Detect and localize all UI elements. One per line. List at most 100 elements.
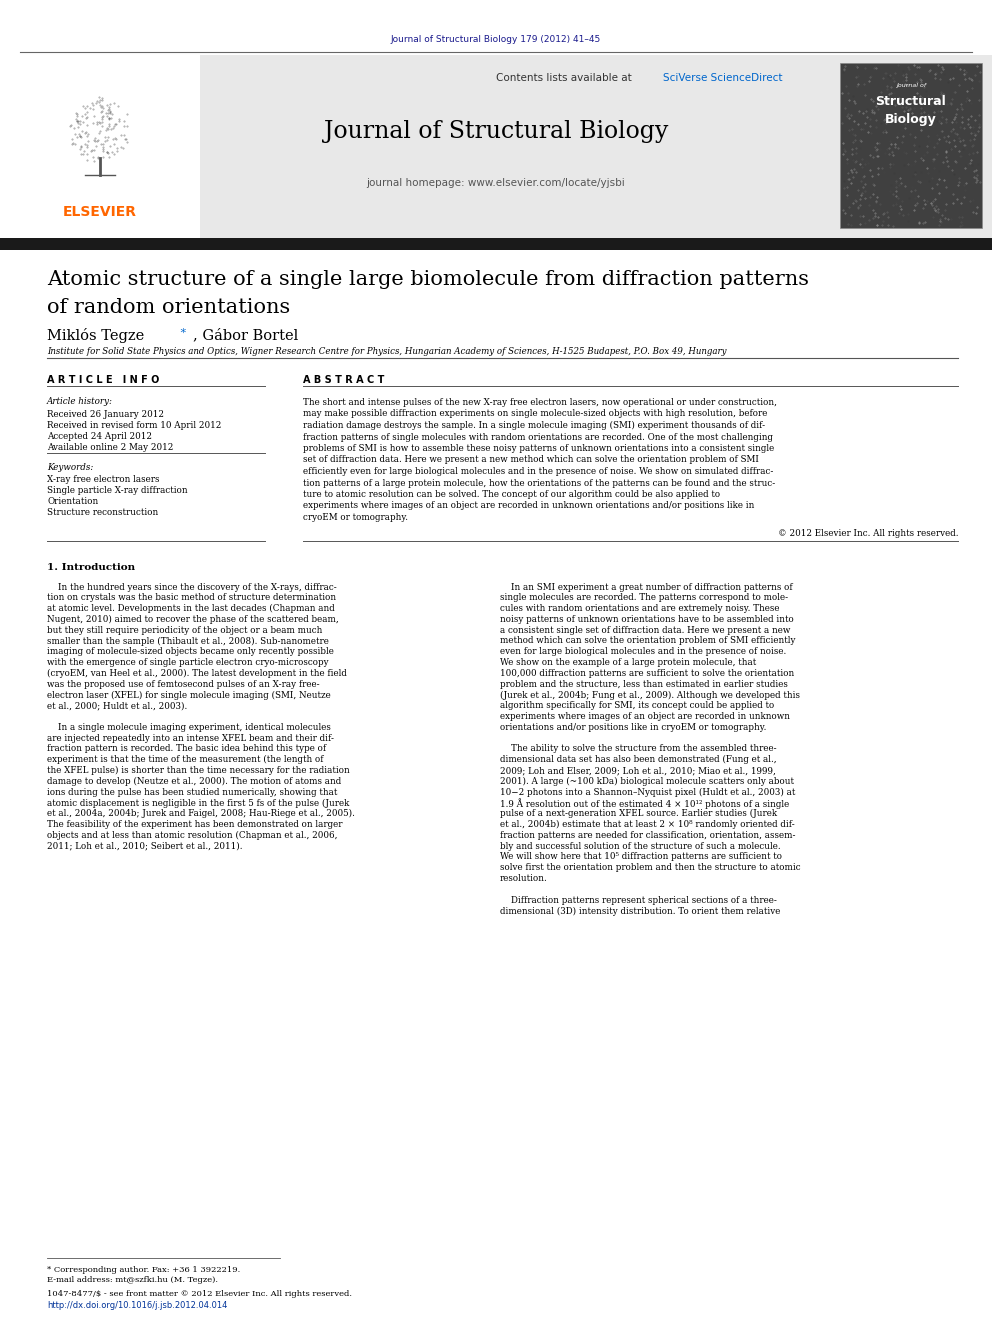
Text: efficiently even for large biological molecules and in the presence of noise. We: efficiently even for large biological mo… — [303, 467, 774, 476]
Text: A B S T R A C T: A B S T R A C T — [303, 374, 384, 385]
Text: (cryoEM, van Heel et al., 2000). The latest development in the field: (cryoEM, van Heel et al., 2000). The lat… — [47, 669, 347, 677]
Text: The feasibility of the experiment has been demonstrated on larger: The feasibility of the experiment has be… — [47, 820, 342, 830]
Text: 1047-8477/$ - see front matter © 2012 Elsevier Inc. All rights reserved.: 1047-8477/$ - see front matter © 2012 El… — [47, 1290, 352, 1298]
Text: cryoEM or tomography.: cryoEM or tomography. — [303, 513, 408, 523]
Text: et al., 2004a, 2004b; Jurek and Faigel, 2008; Hau-Riege et al., 2005).: et al., 2004a, 2004b; Jurek and Faigel, … — [47, 810, 355, 819]
Text: fraction patterns are needed for classification, orientation, assem-: fraction patterns are needed for classif… — [500, 831, 796, 840]
Text: We will show here that 10⁵ diffraction patterns are sufficient to: We will show here that 10⁵ diffraction p… — [500, 852, 782, 861]
Text: experiment is that the time of the measurement (the length of: experiment is that the time of the measu… — [47, 755, 323, 765]
Text: In an SMI experiment a great number of diffraction patterns of: In an SMI experiment a great number of d… — [500, 582, 793, 591]
Text: pulse of a next-generation XFEL source. Earlier studies (Jurek: pulse of a next-generation XFEL source. … — [500, 810, 777, 819]
Text: tion patterns of a large protein molecule, how the orientations of the patterns : tion patterns of a large protein molecul… — [303, 479, 776, 487]
Text: damage to develop (Neutze et al., 2000). The motion of atoms and: damage to develop (Neutze et al., 2000).… — [47, 777, 341, 786]
Text: et al., 2004b) estimate that at least 2 × 10⁸ randomly oriented dif-: et al., 2004b) estimate that at least 2 … — [500, 820, 795, 830]
Text: the XFEL pulse) is shorter than the time necessary for the radiation: the XFEL pulse) is shorter than the time… — [47, 766, 350, 775]
Text: Keywords:: Keywords: — [47, 463, 93, 472]
Text: Biology: Biology — [885, 112, 936, 126]
Text: radiation damage destroys the sample. In a single molecule imaging (SMI) experim: radiation damage destroys the sample. In… — [303, 421, 765, 430]
Text: 2001). A large (~100 kDa) biological molecule scatters only about: 2001). A large (~100 kDa) biological mol… — [500, 777, 794, 786]
Text: Article history:: Article history: — [47, 397, 113, 406]
Text: Available online 2 May 2012: Available online 2 May 2012 — [47, 443, 174, 452]
Text: A R T I C L E   I N F O: A R T I C L E I N F O — [47, 374, 160, 385]
Text: problems of SMI is how to assemble these noisy patterns of unknown orientations : problems of SMI is how to assemble these… — [303, 445, 774, 452]
Text: a consistent single set of diffraction data. Here we present a new: a consistent single set of diffraction d… — [500, 626, 791, 635]
Text: at atomic level. Developments in the last decades (Chapman and: at atomic level. Developments in the las… — [47, 605, 334, 614]
Text: of random orientations: of random orientations — [47, 298, 291, 318]
Text: SciVerse ScienceDirect: SciVerse ScienceDirect — [663, 73, 783, 83]
Text: Structure reconstruction: Structure reconstruction — [47, 508, 159, 517]
Text: , Gábor Bortel: , Gábor Bortel — [193, 328, 299, 343]
Text: Received in revised form 10 April 2012: Received in revised form 10 April 2012 — [47, 421, 221, 430]
Text: ture to atomic resolution can be solved. The concept of our algorithm could be a: ture to atomic resolution can be solved.… — [303, 490, 720, 499]
Text: fraction patterns of single molecules with random orientations are recorded. One: fraction patterns of single molecules wi… — [303, 433, 773, 442]
Text: Diffraction patterns represent spherical sections of a three-: Diffraction patterns represent spherical… — [500, 896, 777, 905]
Text: with the emergence of single particle electron cryo-microscopy: with the emergence of single particle el… — [47, 658, 328, 667]
Bar — [0, 238, 992, 250]
Text: even for large biological molecules and in the presence of noise.: even for large biological molecules and … — [500, 647, 787, 656]
Text: Orientation: Orientation — [47, 497, 98, 505]
Text: Nugent, 2010) aimed to recover the phase of the scattered beam,: Nugent, 2010) aimed to recover the phase… — [47, 615, 338, 624]
Bar — [840, 64, 982, 228]
Text: 1.9 Å resolution out of the estimated 4 × 10¹² photons of a single: 1.9 Å resolution out of the estimated 4 … — [500, 799, 790, 810]
Text: bly and successful solution of the structure of such a molecule.: bly and successful solution of the struc… — [500, 841, 781, 851]
Text: algorithm specifically for SMI, its concept could be applied to: algorithm specifically for SMI, its conc… — [500, 701, 774, 710]
Text: Journal of Structural Biology: Journal of Structural Biology — [323, 120, 669, 143]
Bar — [0, 56, 992, 239]
Text: http://dx.doi.org/10.1016/j.jsb.2012.04.014: http://dx.doi.org/10.1016/j.jsb.2012.04.… — [47, 1301, 227, 1310]
Text: smaller than the sample (Thibault et al., 2008). Sub-nanometre: smaller than the sample (Thibault et al.… — [47, 636, 329, 646]
Text: experiments where images of an object are recorded in unknown orientations and/o: experiments where images of an object ar… — [303, 501, 754, 511]
Text: fraction pattern is recorded. The basic idea behind this type of: fraction pattern is recorded. The basic … — [47, 745, 326, 754]
Bar — [0, 56, 200, 239]
Text: 1. Introduction: 1. Introduction — [47, 562, 135, 572]
Text: was the proposed use of femtosecond pulses of an X-ray free-: was the proposed use of femtosecond puls… — [47, 680, 319, 689]
Text: Miklós Tegze: Miklós Tegze — [47, 328, 144, 343]
Text: imaging of molecule-sized objects became only recently possible: imaging of molecule-sized objects became… — [47, 647, 334, 656]
Text: et al., 2000; Huldt et al., 2003).: et al., 2000; Huldt et al., 2003). — [47, 701, 187, 710]
Text: *: * — [177, 328, 186, 337]
Text: Structural: Structural — [876, 95, 946, 108]
Text: ELSEVIER: ELSEVIER — [63, 205, 137, 220]
Text: ions during the pulse has been studied numerically, showing that: ions during the pulse has been studied n… — [47, 787, 337, 796]
Text: orientations and/or positions like in cryoEM or tomography.: orientations and/or positions like in cr… — [500, 722, 767, 732]
Text: set of diffraction data. Here we present a new method which can solve the orient: set of diffraction data. Here we present… — [303, 455, 759, 464]
Text: Accepted 24 April 2012: Accepted 24 April 2012 — [47, 433, 152, 441]
Text: tion on crystals was the basic method of structure determination: tion on crystals was the basic method of… — [47, 593, 336, 602]
Text: (Jurek et al., 2004b; Fung et al., 2009). Although we developed this: (Jurek et al., 2004b; Fung et al., 2009)… — [500, 691, 800, 700]
Text: 2009; Loh and Elser, 2009; Loh et al., 2010; Miao et al., 1999,: 2009; Loh and Elser, 2009; Loh et al., 2… — [500, 766, 776, 775]
Text: may make possible diffraction experiments on single molecule-sized objects with : may make possible diffraction experiment… — [303, 410, 768, 418]
Text: Contents lists available at: Contents lists available at — [496, 73, 635, 83]
Text: but they still require periodicity of the object or a beam much: but they still require periodicity of th… — [47, 626, 322, 635]
Text: Received 26 January 2012: Received 26 January 2012 — [47, 410, 164, 419]
Text: objects and at less than atomic resolution (Chapman et al., 2006,: objects and at less than atomic resoluti… — [47, 831, 337, 840]
Text: Single particle X-ray diffraction: Single particle X-ray diffraction — [47, 486, 187, 495]
Text: In the hundred years since the discovery of the X-rays, diffrac-: In the hundred years since the discovery… — [47, 582, 336, 591]
Text: The short and intense pulses of the new X-ray free electron lasers, now operatio: The short and intense pulses of the new … — [303, 398, 777, 407]
Text: In a single molecule imaging experiment, identical molecules: In a single molecule imaging experiment,… — [47, 722, 331, 732]
Text: single molecules are recorded. The patterns correspond to mole-: single molecules are recorded. The patte… — [500, 593, 788, 602]
Text: The ability to solve the structure from the assembled three-: The ability to solve the structure from … — [500, 745, 777, 754]
Text: dimensional (3D) intensity distribution. To orient them relative: dimensional (3D) intensity distribution.… — [500, 906, 781, 916]
Text: dimensional data set has also been demonstrated (Fung et al.,: dimensional data set has also been demon… — [500, 755, 777, 765]
Text: * Corresponding author. Fax: +36 1 3922219.: * Corresponding author. Fax: +36 1 39222… — [47, 1266, 240, 1274]
Text: method which can solve the orientation problem of SMI efficiently: method which can solve the orientation p… — [500, 636, 796, 646]
Text: Institute for Solid State Physics and Optics, Wigner Research Centre for Physics: Institute for Solid State Physics and Op… — [47, 347, 726, 356]
Text: solve first the orientation problem and then the structure to atomic: solve first the orientation problem and … — [500, 864, 801, 872]
Text: atomic displacement is negligible in the first 5 fs of the pulse (Jurek: atomic displacement is negligible in the… — [47, 799, 349, 807]
Text: electron laser (XFEL) for single molecule imaging (SMI, Neutze: electron laser (XFEL) for single molecul… — [47, 691, 330, 700]
Text: Journal of: Journal of — [896, 83, 927, 89]
Text: cules with random orientations and are extremely noisy. These: cules with random orientations and are e… — [500, 605, 780, 613]
Text: problem and the structure, less than estimated in earlier studies: problem and the structure, less than est… — [500, 680, 788, 689]
Text: 100,000 diffraction patterns are sufficient to solve the orientation: 100,000 diffraction patterns are suffici… — [500, 669, 795, 677]
Text: noisy patterns of unknown orientations have to be assembled into: noisy patterns of unknown orientations h… — [500, 615, 794, 624]
Text: resolution.: resolution. — [500, 875, 548, 882]
Text: experiments where images of an object are recorded in unknown: experiments where images of an object ar… — [500, 712, 790, 721]
Text: X-ray free electron lasers: X-ray free electron lasers — [47, 475, 160, 484]
Text: We show on the example of a large protein molecule, that: We show on the example of a large protei… — [500, 658, 756, 667]
Text: 2011; Loh et al., 2010; Seibert et al., 2011).: 2011; Loh et al., 2010; Seibert et al., … — [47, 841, 242, 851]
Text: 10−2 photons into a Shannon–Nyquist pixel (Huldt et al., 2003) at: 10−2 photons into a Shannon–Nyquist pixe… — [500, 787, 796, 796]
Text: are injected repeatedly into an intense XFEL beam and their dif-: are injected repeatedly into an intense … — [47, 734, 334, 742]
Text: Journal of Structural Biology 179 (2012) 41–45: Journal of Structural Biology 179 (2012)… — [391, 34, 601, 44]
Text: © 2012 Elsevier Inc. All rights reserved.: © 2012 Elsevier Inc. All rights reserved… — [778, 528, 958, 537]
Text: journal homepage: www.elsevier.com/locate/yjsbi: journal homepage: www.elsevier.com/locat… — [367, 179, 625, 188]
Text: E-mail address: mt@szfki.hu (M. Tegze).: E-mail address: mt@szfki.hu (M. Tegze). — [47, 1275, 218, 1285]
